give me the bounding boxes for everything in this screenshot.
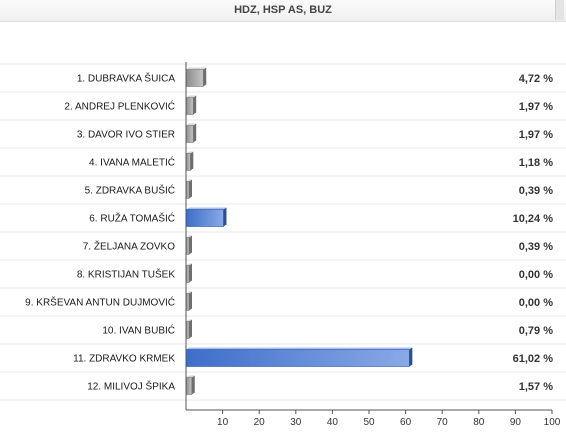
bars-layer [0, 63, 566, 401]
bar-top [186, 319, 192, 322]
x-tick-label: 20 [254, 417, 266, 428]
bar-top [186, 151, 194, 154]
bar-top [186, 123, 197, 126]
bar-side [189, 235, 192, 255]
bar-top [186, 375, 195, 378]
chart-header: HDZ, HSP AS, BUZ [0, 0, 566, 22]
x-tick-label: 80 [473, 417, 485, 428]
bar-top [186, 179, 192, 182]
category-label: 1. DUBRAVKA ŠUICA [77, 72, 176, 85]
bar-side [189, 291, 192, 311]
category-label: 7. ŽELJANA ZOVKO [83, 240, 175, 253]
chart-title: HDZ, HSP AS, BUZ [234, 4, 332, 16]
category-label: 8. KRISTIJAN TUŠEK [77, 268, 176, 281]
bar-side [189, 179, 192, 199]
bar-side [190, 151, 194, 171]
bar-top [186, 263, 192, 266]
bar[interactable] [185, 97, 194, 115]
bar-side [189, 263, 192, 283]
value-label: 0,39 % [519, 185, 553, 197]
value-label: 0,00 % [519, 297, 553, 309]
category-label: 3. DAVOR IVO STIER [77, 130, 175, 141]
bar-side [191, 375, 195, 395]
bar-side [193, 95, 197, 115]
bar-side [409, 347, 413, 367]
category-label: 12. MILIVOJ ŠPIKA [87, 380, 175, 393]
value-label: 1,97 % [519, 129, 553, 141]
header-corner-tab [555, 0, 564, 20]
bar-top [186, 291, 192, 294]
category-label: 9. KRŠEVAN ANTUN DUJMOVIĆ [25, 296, 175, 309]
x-axis: 10 20 30 40 50 60 70 80 90 100 [185, 62, 561, 428]
category-label: 11. ZDRAVKO KRMEK [73, 354, 175, 365]
bar[interactable] [185, 69, 204, 87]
category-label: 4. IVANA MALETIĆ [89, 156, 175, 169]
value-label: 1,57 % [519, 381, 553, 393]
x-tick-label: 70 [437, 417, 449, 428]
value-label: 4,72 % [519, 73, 553, 85]
bar-side [189, 319, 192, 339]
value-label: 0,39 % [519, 241, 553, 253]
x-tick-label: 100 [544, 417, 561, 428]
bar[interactable] [185, 209, 224, 227]
bar-top [186, 95, 197, 98]
value-label: 61,02 % [513, 353, 554, 365]
bar-side [193, 123, 197, 143]
bar[interactable] [185, 349, 410, 367]
bar[interactable] [185, 377, 193, 395]
category-label: 6. RUŽA TOMAŠIĆ [89, 212, 175, 225]
value-label: 0,79 % [519, 325, 553, 337]
value-label: 0,00 % [519, 269, 553, 281]
category-label: 2. ANDREJ PLENKOVIĆ [64, 100, 175, 113]
x-tick-label: 50 [363, 417, 375, 428]
x-tick-label: 10 [217, 417, 229, 428]
bar[interactable] [185, 153, 191, 171]
bar-side [223, 207, 227, 227]
value-label: 1,18 % [519, 157, 553, 169]
bar-top [186, 67, 207, 70]
bar-top [186, 347, 413, 350]
x-tick-label: 40 [327, 417, 339, 428]
bar-top [186, 207, 227, 210]
labels-layer: 1. DUBRAVKA ŠUICA 4,72 % 2. ANDREJ PLENKOV… [25, 72, 553, 394]
category-label: 10. IVAN BUBIĆ [102, 324, 175, 337]
bar-top [186, 235, 192, 238]
x-tick-label: 90 [510, 417, 522, 428]
value-label: 10,24 % [513, 213, 554, 225]
value-label: 1,97 % [519, 101, 553, 113]
category-label: 5. ZDRAVKA BUŠIĆ [85, 184, 175, 197]
bar[interactable] [185, 125, 194, 143]
x-tick-label: 30 [290, 417, 302, 428]
x-tick-label: 60 [400, 417, 412, 428]
bar-side [203, 67, 207, 87]
